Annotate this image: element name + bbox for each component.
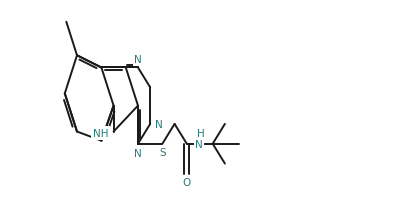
Text: H: H <box>196 129 205 139</box>
Text: N: N <box>195 139 203 149</box>
Text: S: S <box>159 148 166 158</box>
Text: N: N <box>134 149 142 159</box>
Text: N: N <box>155 119 162 129</box>
Text: NH: NH <box>93 128 108 138</box>
Text: N: N <box>134 55 142 65</box>
Text: O: O <box>182 177 191 187</box>
